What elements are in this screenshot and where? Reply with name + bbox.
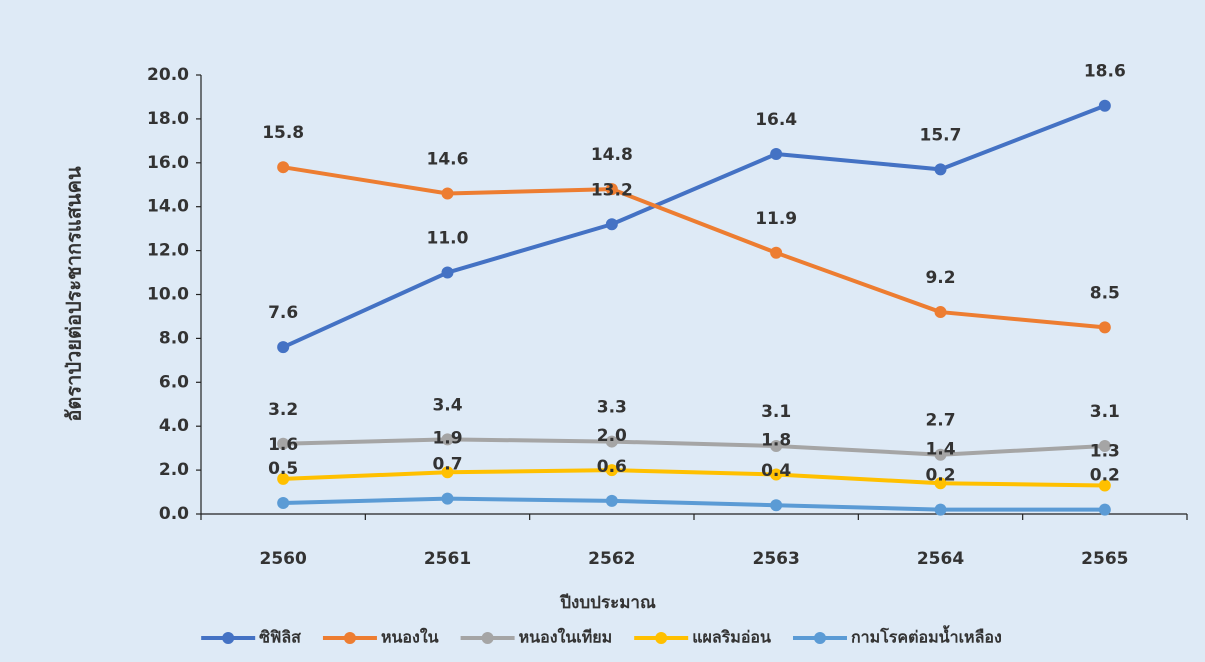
y-tick-label: 6.0 — [159, 372, 189, 392]
point — [934, 306, 947, 319]
legend-label: กามโรคต่อมน้ำเหลือง — [851, 625, 1002, 647]
y-tick-label: 20.0 — [147, 65, 189, 85]
point — [605, 464, 618, 477]
point — [605, 435, 618, 448]
legend-label: ซิฟิลิส — [259, 628, 301, 647]
point — [770, 468, 783, 481]
point — [1098, 479, 1111, 492]
data-label: 11.9 — [755, 209, 797, 229]
point — [441, 187, 454, 200]
data-label: 9.2 — [925, 268, 955, 288]
data-label: 16.4 — [755, 110, 797, 130]
y-tick-label: 8.0 — [159, 328, 189, 348]
series-line — [283, 468, 1105, 488]
x-axis-title: ปีงบประมาณ — [559, 592, 656, 613]
legend-label: แผลริมอ่อน — [692, 628, 771, 647]
data-label: 2.7 — [925, 411, 955, 431]
legend-label: หนองในเทียม — [519, 628, 613, 647]
point — [1098, 321, 1111, 334]
point — [934, 477, 947, 490]
data-label: 8.5 — [1090, 283, 1120, 303]
point — [605, 494, 618, 507]
point — [277, 472, 290, 485]
point — [277, 497, 290, 510]
data-label: 3.2 — [268, 400, 298, 420]
point — [277, 341, 290, 354]
legend-marker — [222, 632, 235, 644]
data-label: 7.6 — [268, 303, 298, 323]
data-label: 0.6 — [597, 457, 627, 477]
data-label: 1.3 — [1090, 441, 1120, 461]
legend-marker — [813, 632, 826, 644]
point — [1098, 503, 1111, 516]
y-tick-label: 0.0 — [159, 504, 189, 524]
data-label: 0.2 — [925, 466, 955, 486]
data-label: 14.6 — [427, 150, 469, 170]
series-line — [282, 103, 1106, 350]
y-tick-label: 12.0 — [147, 241, 189, 261]
data-label: 1.6 — [268, 435, 298, 455]
legend-marker — [655, 632, 668, 644]
data-label: 11.0 — [427, 229, 469, 249]
point — [441, 266, 454, 279]
x-tick-label: 2565 — [1081, 549, 1128, 569]
point — [277, 161, 290, 174]
y-tick-label: 2.0 — [159, 460, 189, 480]
legend-marker — [481, 632, 494, 644]
data-label: 1.9 — [432, 428, 462, 448]
x-tick-label: 2562 — [588, 549, 635, 569]
data-label: 0.5 — [268, 459, 298, 479]
point — [770, 148, 783, 161]
data-label: 15.8 — [262, 123, 304, 143]
point — [934, 503, 947, 516]
x-tick-label: 2561 — [424, 549, 471, 569]
series-line — [283, 437, 1105, 457]
series-line — [282, 165, 1106, 330]
x-tick-label: 2560 — [260, 549, 307, 569]
y-tick-label: 4.0 — [159, 416, 189, 436]
data-label: 13.2 — [591, 180, 633, 200]
point — [934, 448, 947, 461]
series-line — [283, 496, 1105, 512]
data-label: 2.0 — [597, 426, 627, 446]
data-label: 15.7 — [920, 125, 962, 145]
y-tick-label: 10.0 — [147, 285, 189, 305]
x-tick-label: 2563 — [753, 549, 800, 569]
data-label: 3.1 — [1090, 402, 1120, 422]
point — [441, 492, 454, 505]
point — [605, 183, 618, 196]
data-label: 0.4 — [761, 461, 791, 481]
data-label: 3.3 — [597, 398, 627, 418]
point — [1098, 439, 1111, 452]
point — [441, 433, 454, 446]
data-label: 18.6 — [1084, 62, 1126, 82]
point — [605, 218, 618, 231]
y-tick-label: 18.0 — [147, 109, 189, 129]
data-label: 1.4 — [925, 439, 955, 459]
point — [770, 499, 783, 512]
legend-marker — [343, 632, 356, 644]
y-tick-label: 14.0 — [147, 197, 189, 217]
data-label: 3.4 — [432, 395, 462, 415]
data-label: 1.8 — [761, 430, 791, 450]
data-label: 0.2 — [1090, 466, 1120, 486]
y-axis-title: อัตราป่วยต่อประชากรแสนคน — [62, 166, 86, 422]
point — [441, 466, 454, 479]
point — [770, 246, 783, 259]
data-label: 3.1 — [761, 402, 791, 422]
point — [934, 163, 947, 176]
point — [1098, 99, 1111, 112]
point — [277, 437, 290, 450]
data-label: 14.8 — [591, 145, 633, 165]
data-label: 0.7 — [432, 455, 462, 475]
y-tick-label: 16.0 — [147, 153, 189, 173]
point — [770, 439, 783, 452]
x-tick-label: 2564 — [917, 549, 964, 569]
legend-label: หนองใน — [381, 628, 439, 647]
